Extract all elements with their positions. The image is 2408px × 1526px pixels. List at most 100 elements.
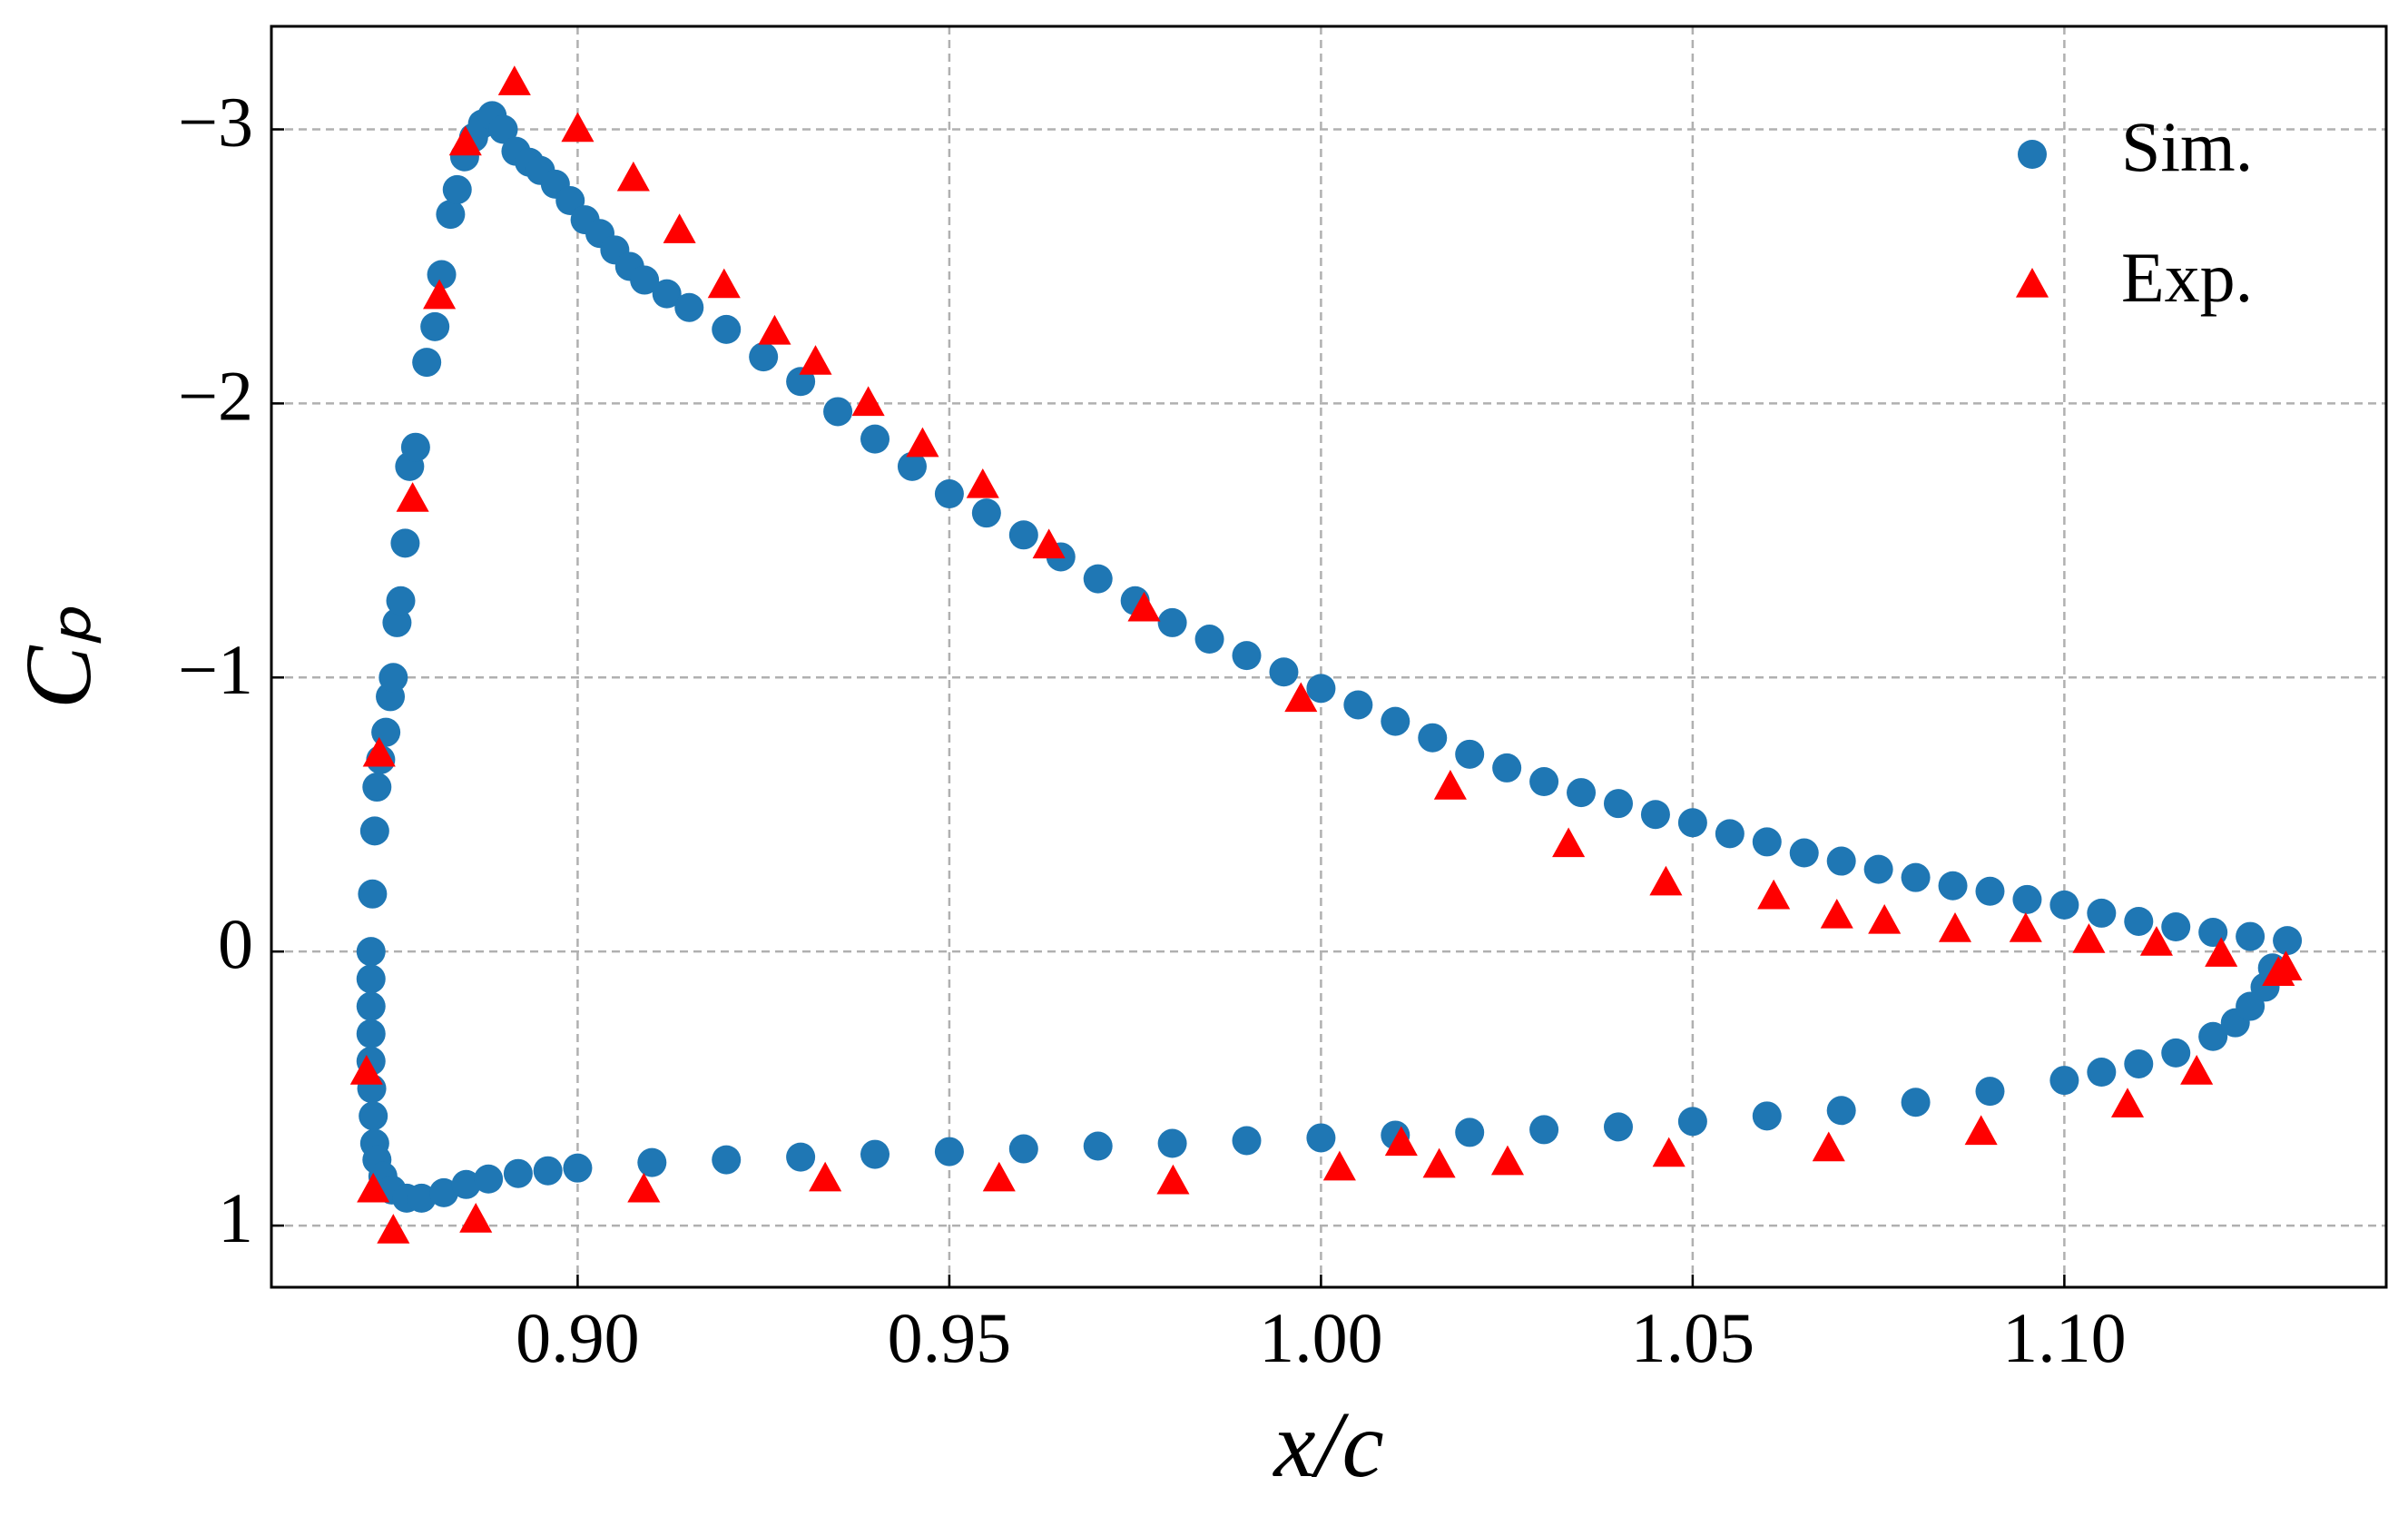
triangle-marker: [1284, 682, 1318, 713]
circle-marker: [674, 292, 704, 322]
triangle-marker: [396, 482, 429, 512]
circle-marker: [1343, 690, 1373, 720]
circle-marker: [860, 424, 890, 454]
circle-marker: [1455, 1117, 1485, 1147]
circle-marker: [1640, 800, 1670, 830]
triangle-marker: [1938, 912, 1972, 942]
triangle-marker: [1868, 903, 1902, 934]
circle-marker: [2198, 1021, 2228, 1051]
circle-marker: [2124, 906, 2154, 936]
circle-marker: [1008, 520, 1038, 550]
x-tick-label: 0.95: [888, 1298, 1012, 1377]
triangle-marker: [982, 1161, 1016, 1192]
triangle-marker: [2072, 923, 2106, 953]
triangle-marker: [349, 1055, 383, 1085]
circle-marker: [1529, 1115, 1559, 1145]
circle-marker: [442, 174, 472, 204]
triangle-marker: [561, 112, 595, 143]
circle-marker: [1083, 564, 1113, 594]
circle-marker: [1975, 876, 2005, 906]
circle-marker: [860, 1139, 890, 1169]
triangle-marker: [906, 427, 939, 458]
triangle-marker: [1552, 827, 1586, 858]
circle-marker: [1975, 1077, 2005, 1107]
triangle-marker: [809, 1161, 842, 1192]
triangle-marker: [1964, 1115, 1998, 1146]
circle-marker: [1863, 854, 1893, 884]
triangle-marker: [2205, 937, 2238, 967]
circle-marker: [971, 498, 1001, 528]
x-tick-label: 1.05: [1631, 1298, 1755, 1377]
circle-marker: [1232, 641, 1262, 671]
circle-marker: [2087, 898, 2117, 928]
circle-marker: [897, 451, 927, 481]
circle-marker: [1529, 767, 1559, 797]
circle-marker: [1752, 1101, 1782, 1131]
circle-marker: [1901, 1088, 1931, 1117]
circle-marker: [1677, 1107, 1707, 1137]
triangle-marker: [459, 1203, 493, 1233]
circle-marker: [2161, 1038, 2191, 1068]
circle-marker: [2161, 912, 2191, 942]
triangle-marker: [2009, 912, 2042, 942]
triangle-marker: [616, 161, 650, 192]
triangle-marker: [357, 1172, 390, 1203]
circle-marker: [1455, 739, 1485, 769]
circle-marker: [371, 717, 401, 747]
circle-marker: [390, 528, 420, 558]
circle-marker: [1677, 808, 1707, 838]
x-tick-label: 1.00: [1259, 1298, 1383, 1377]
circle-marker: [412, 348, 442, 378]
circle-marker: [386, 586, 416, 615]
circle-marker: [1938, 871, 1968, 901]
triangle-marker: [758, 314, 791, 345]
legend-label: Exp.: [2121, 238, 2253, 317]
circle-marker: [1232, 1126, 1262, 1156]
plot-frame: [270, 25, 2388, 1289]
x-axis-label: x/c: [1272, 1393, 1383, 1497]
circle-marker: [1715, 819, 1745, 849]
circle-marker: [358, 879, 388, 909]
circle-marker: [1567, 778, 1597, 808]
circle-marker: [1603, 789, 1633, 819]
triangle-marker: [2110, 1088, 2145, 1117]
circle-marker: [934, 1137, 964, 1167]
triangle-marker: [663, 213, 696, 243]
y-axis-label: Cₚ: [6, 605, 111, 709]
circle-marker: [356, 1019, 386, 1049]
circle-marker: [474, 1164, 504, 1194]
circle-marker: [637, 1147, 667, 1177]
circle-marker: [1752, 827, 1782, 857]
circle-marker: [378, 663, 408, 693]
circle-marker: [1083, 1131, 1113, 1161]
circle-marker: [2124, 1049, 2154, 1078]
circle-marker: [427, 260, 457, 290]
triangle-marker: [1156, 1164, 1190, 1195]
circle-marker: [1492, 753, 1522, 783]
circle-marker: [1418, 723, 1448, 753]
circle-marker: [2049, 1066, 2079, 1096]
triangle-marker: [2139, 926, 2173, 956]
circle-marker: [1381, 706, 1410, 736]
triangle-marker: [1649, 865, 1683, 896]
circle-marker: [436, 200, 466, 230]
triangle-marker: [448, 125, 482, 156]
circle-marker: [356, 964, 386, 994]
circle-marker: [451, 1169, 481, 1199]
circle-marker: [1826, 846, 1856, 876]
triangle-marker: [423, 279, 457, 310]
x-tick-label: 0.90: [516, 1298, 640, 1377]
circle-marker: [2012, 884, 2042, 914]
circle-marker: [420, 311, 450, 341]
circle-marker: [1157, 1128, 1187, 1158]
x-tick-label: 1.10: [2002, 1298, 2127, 1377]
circle-marker: [2049, 890, 2079, 920]
circle-marker: [407, 1183, 437, 1213]
triangle-marker: [851, 386, 885, 417]
circle-marker: [400, 432, 430, 462]
triangle-marker: [1757, 879, 1791, 910]
circle-marker: [652, 279, 682, 309]
circle-marker: [1826, 1096, 1856, 1126]
